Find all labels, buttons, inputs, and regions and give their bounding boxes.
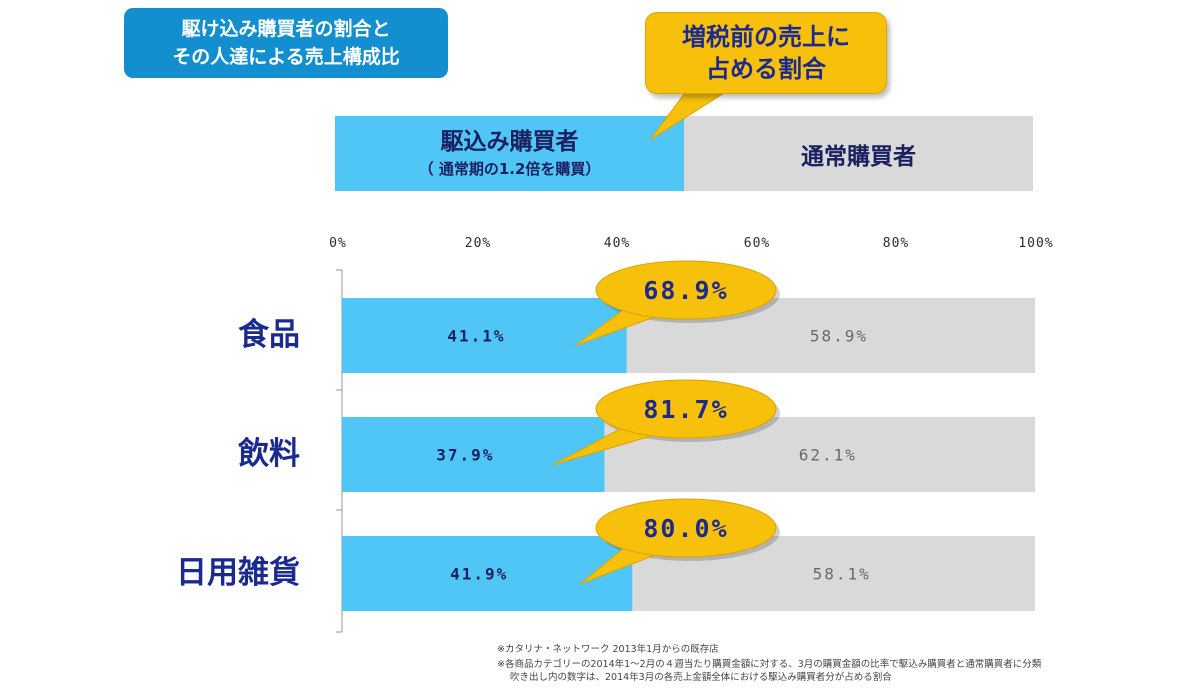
bar-1-series-0 (342, 417, 605, 492)
bar-value-label-2-series-0: 41.9% (450, 565, 508, 584)
x-tick-40: 40% (603, 236, 631, 251)
bar-value-label-2-series-1: 58.1% (813, 565, 871, 584)
bar-value-label-1-series-0: 37.9% (436, 446, 494, 465)
x-tick-80: 80% (882, 236, 910, 251)
title-line-1: 駆け込み購買者の割合と (181, 18, 391, 40)
x-tick-60: 60% (743, 236, 771, 251)
callout-sales-share-line-1: 増税前の売上に (682, 23, 850, 51)
category-label-beverage: 飲料 (238, 436, 300, 472)
footnote-2: ※各商品カテゴリーの2014年1～2月の４週当たり購買金額に対する、3月の購買金… (497, 659, 1042, 670)
x-tick-20: 20% (464, 236, 492, 251)
footnote-3: 吹き出し内の数字は、2014年3月の各売上金額全体における駆込み購買者分が占める… (510, 672, 892, 683)
title-line-2: その人達による売上構成比 (172, 46, 400, 68)
legend-normal-buyers-label: 通常購買者 (801, 143, 916, 170)
category-label-food: 食品 (238, 317, 300, 353)
title-box: 駆け込み購買者の割合と その人達による売上構成比 (124, 8, 448, 78)
callout-value-0: 68.9% (643, 276, 728, 305)
bar-value-label-0-series-1: 58.9% (810, 327, 868, 346)
legend-rush-buyers-sublabel: （ 通常期の1.2倍を購買） (418, 159, 601, 178)
bar-2-series-0 (342, 536, 633, 611)
callout-bubble-1 (595, 379, 777, 439)
callout-sales-share: 増税前の売上に 占める割合 (645, 12, 887, 94)
callout-sales-share-line-2: 占める割合 (706, 55, 826, 83)
legend-rush-buyers-label: 駆込み購買者 (440, 128, 579, 155)
callout-bubble-2 (595, 498, 777, 558)
callout-value-1: 81.7% (643, 395, 728, 424)
callout-bubble-0 (595, 260, 777, 320)
footnote-1: ※カタリナ・ネットワーク 2013年1月からの既存店 (497, 644, 719, 655)
bar-0-series-0 (342, 298, 627, 373)
x-tick-100: 100% (1018, 236, 1054, 251)
callout-value-2: 80.0% (643, 514, 728, 543)
category-label-household: 日用雑貨 (176, 555, 300, 591)
bar-value-label-1-series-1: 62.1% (799, 446, 857, 465)
legend-rush-buyers: 駆込み購買者 （ 通常期の1.2倍を購買） (335, 116, 684, 191)
x-tick-0: 0% (329, 236, 347, 251)
bar-value-label-0-series-0: 41.1% (447, 327, 505, 346)
legend-normal-buyers: 通常購買者 (684, 116, 1033, 191)
